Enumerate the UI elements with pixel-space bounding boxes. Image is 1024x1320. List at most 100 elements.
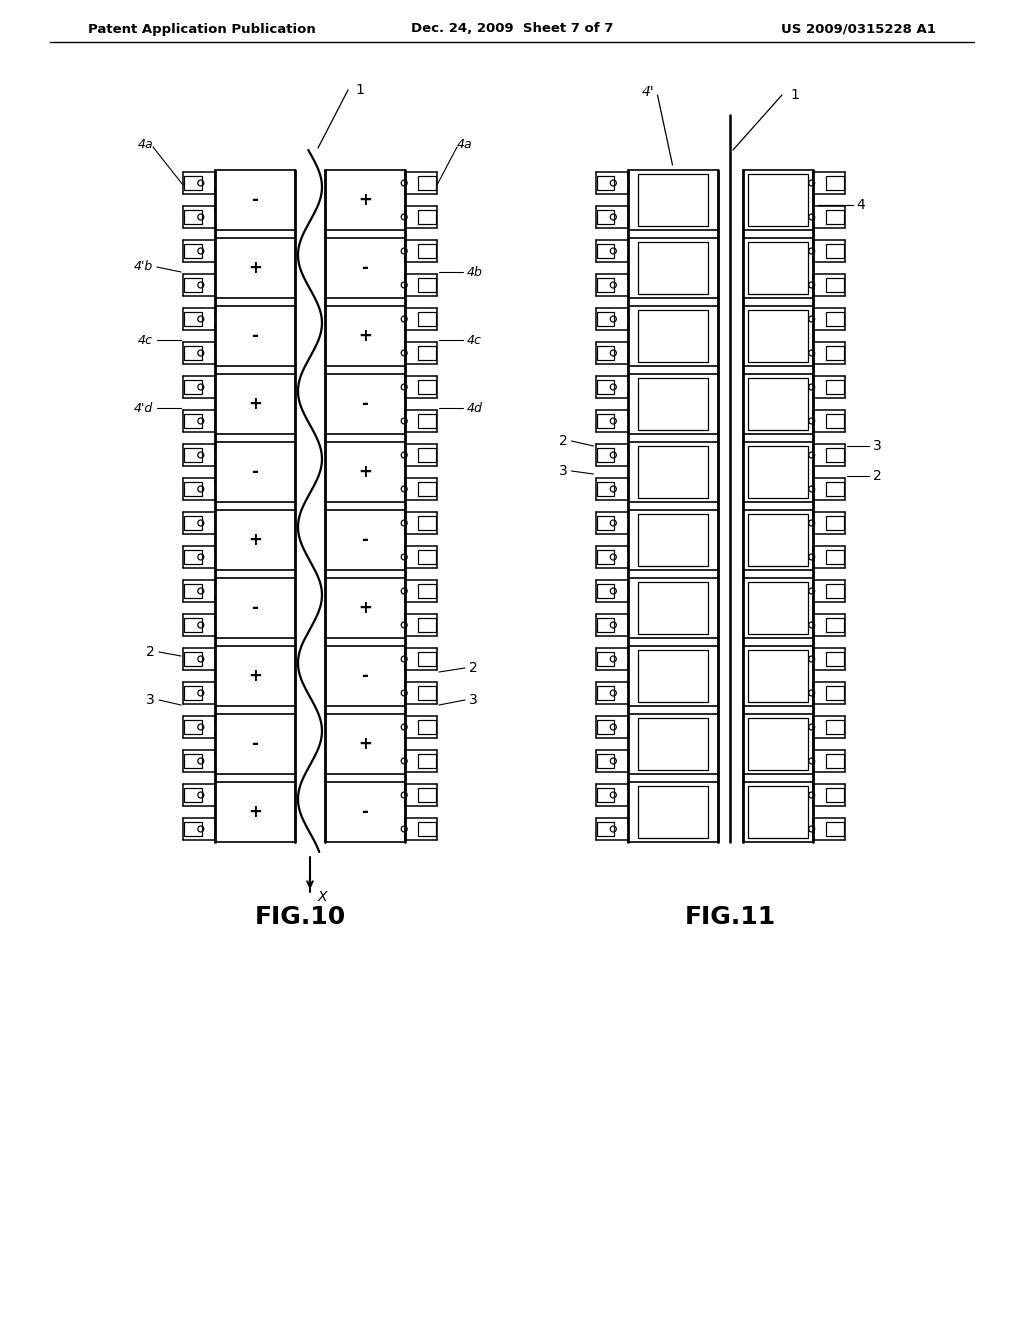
Bar: [184, 482, 202, 496]
Text: 4: 4: [856, 198, 865, 213]
Bar: [826, 447, 844, 462]
Bar: [638, 242, 708, 294]
Text: +: +: [358, 327, 372, 345]
Text: +: +: [248, 803, 262, 821]
Text: 4c: 4c: [467, 334, 482, 346]
Bar: [826, 210, 844, 224]
Bar: [419, 686, 436, 700]
Bar: [184, 618, 202, 632]
Bar: [184, 380, 202, 395]
Bar: [419, 618, 436, 632]
Bar: [748, 785, 808, 838]
Text: 4': 4': [642, 84, 654, 99]
Bar: [597, 312, 614, 326]
Text: -: -: [361, 803, 369, 821]
Bar: [748, 582, 808, 634]
Text: Dec. 24, 2009  Sheet 7 of 7: Dec. 24, 2009 Sheet 7 of 7: [411, 22, 613, 36]
Text: 2: 2: [559, 434, 567, 447]
Bar: [826, 719, 844, 734]
Bar: [184, 447, 202, 462]
Bar: [638, 513, 708, 566]
Bar: [419, 516, 436, 531]
Bar: [597, 244, 614, 259]
Bar: [184, 686, 202, 700]
Bar: [597, 210, 614, 224]
Bar: [826, 244, 844, 259]
Text: +: +: [358, 735, 372, 752]
Bar: [184, 346, 202, 360]
Bar: [638, 378, 708, 430]
Bar: [419, 652, 436, 667]
Text: -: -: [252, 599, 258, 616]
Bar: [597, 719, 614, 734]
Bar: [419, 277, 436, 292]
Bar: [184, 210, 202, 224]
Text: 3: 3: [559, 465, 567, 478]
Bar: [597, 754, 614, 768]
Bar: [638, 310, 708, 362]
Bar: [184, 516, 202, 531]
Text: +: +: [248, 259, 262, 277]
Bar: [597, 447, 614, 462]
Text: X: X: [318, 890, 328, 904]
Bar: [748, 649, 808, 702]
Text: +: +: [248, 531, 262, 549]
Bar: [826, 754, 844, 768]
Bar: [638, 649, 708, 702]
Bar: [419, 176, 436, 190]
Bar: [184, 822, 202, 836]
Bar: [419, 822, 436, 836]
Text: 2: 2: [146, 645, 155, 659]
Bar: [419, 550, 436, 564]
Bar: [748, 174, 808, 226]
Bar: [826, 686, 844, 700]
Bar: [826, 176, 844, 190]
Bar: [748, 513, 808, 566]
Bar: [826, 788, 844, 803]
Bar: [184, 788, 202, 803]
Bar: [419, 754, 436, 768]
Bar: [184, 583, 202, 598]
Text: -: -: [252, 191, 258, 209]
Bar: [184, 754, 202, 768]
Text: 4a: 4a: [137, 139, 153, 152]
Bar: [597, 822, 614, 836]
Bar: [419, 447, 436, 462]
Bar: [419, 414, 436, 428]
Text: 4c: 4c: [138, 334, 153, 346]
Bar: [826, 618, 844, 632]
Bar: [597, 788, 614, 803]
Text: 4d: 4d: [467, 401, 483, 414]
Bar: [826, 414, 844, 428]
Bar: [826, 652, 844, 667]
Bar: [826, 380, 844, 395]
Bar: [638, 582, 708, 634]
Text: +: +: [248, 667, 262, 685]
Bar: [748, 310, 808, 362]
Text: -: -: [252, 463, 258, 480]
Bar: [419, 312, 436, 326]
Text: 3: 3: [146, 693, 155, 708]
Bar: [419, 482, 436, 496]
Bar: [597, 550, 614, 564]
Text: 3: 3: [469, 693, 478, 708]
Bar: [184, 719, 202, 734]
Bar: [826, 822, 844, 836]
Bar: [184, 244, 202, 259]
Bar: [826, 583, 844, 598]
Text: +: +: [358, 191, 372, 209]
Text: FIG.10: FIG.10: [254, 906, 346, 929]
Bar: [638, 718, 708, 770]
Text: 3: 3: [872, 440, 882, 453]
Bar: [826, 482, 844, 496]
Text: -: -: [361, 667, 369, 685]
Bar: [597, 277, 614, 292]
Bar: [419, 346, 436, 360]
Bar: [748, 718, 808, 770]
Text: -: -: [361, 259, 369, 277]
Bar: [419, 719, 436, 734]
Bar: [826, 516, 844, 531]
Bar: [597, 380, 614, 395]
Bar: [748, 242, 808, 294]
Text: 2: 2: [872, 469, 882, 483]
